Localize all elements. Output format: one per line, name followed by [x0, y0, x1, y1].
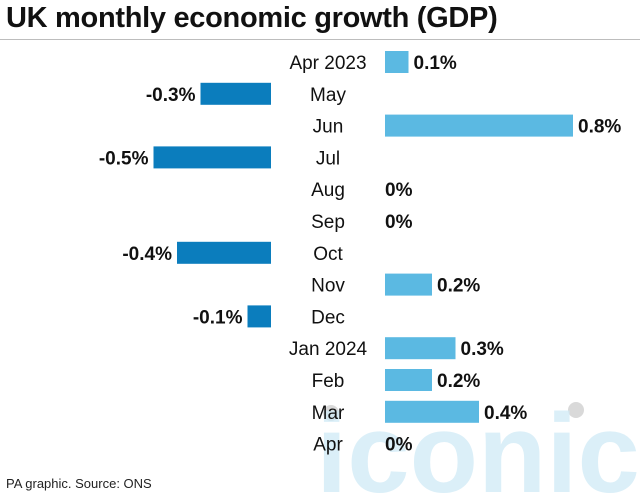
chart-title: UK monthly economic growth (GDP) [6, 2, 498, 34]
category-label: May [310, 85, 346, 106]
category-label: Dec [311, 307, 345, 328]
value-label: 0.2% [437, 371, 480, 392]
category-label: Jan 2024 [289, 339, 368, 360]
value-label: 0.3% [461, 339, 504, 360]
bar-negative [247, 305, 271, 328]
category-label: Jul [316, 148, 340, 169]
value-label: 0.4% [484, 403, 527, 424]
bar-negative [177, 241, 271, 264]
value-label: 0% [385, 212, 413, 233]
bar-positive [385, 273, 432, 296]
value-label: -0.5% [99, 148, 149, 169]
bar-negative [153, 146, 271, 169]
category-label: Aug [311, 180, 345, 201]
category-label: Oct [313, 244, 343, 265]
bar-positive [385, 51, 409, 73]
bar-positive [385, 369, 432, 391]
gdp-bar-chart: Apr 2023 0.1% May -0.3% Jun 0.8% Jul -0.5% Aug 0%… [99, 51, 621, 456]
bar-positive [385, 400, 479, 423]
value-label: 0% [385, 180, 413, 201]
value-label: -0.1% [193, 307, 243, 328]
value-label: 0.1% [414, 53, 457, 74]
bar-negative [200, 82, 271, 105]
category-label: Sep [311, 212, 345, 233]
source-note: PA graphic. Source: ONS [6, 476, 152, 491]
value-label: -0.4% [122, 244, 172, 265]
value-label: 0.8% [578, 117, 621, 138]
category-label: Mar [312, 403, 345, 424]
category-label: Jun [313, 117, 344, 138]
category-label: Apr 2023 [289, 53, 366, 74]
category-label: Apr [313, 435, 343, 456]
title-divider [0, 39, 640, 40]
value-label: 0% [385, 435, 413, 456]
category-label: Nov [311, 276, 345, 297]
bar-positive [385, 114, 573, 137]
value-label: 0.2% [437, 276, 480, 297]
category-label: Feb [312, 371, 345, 392]
bar-positive [385, 337, 456, 360]
value-label: -0.3% [146, 85, 196, 106]
